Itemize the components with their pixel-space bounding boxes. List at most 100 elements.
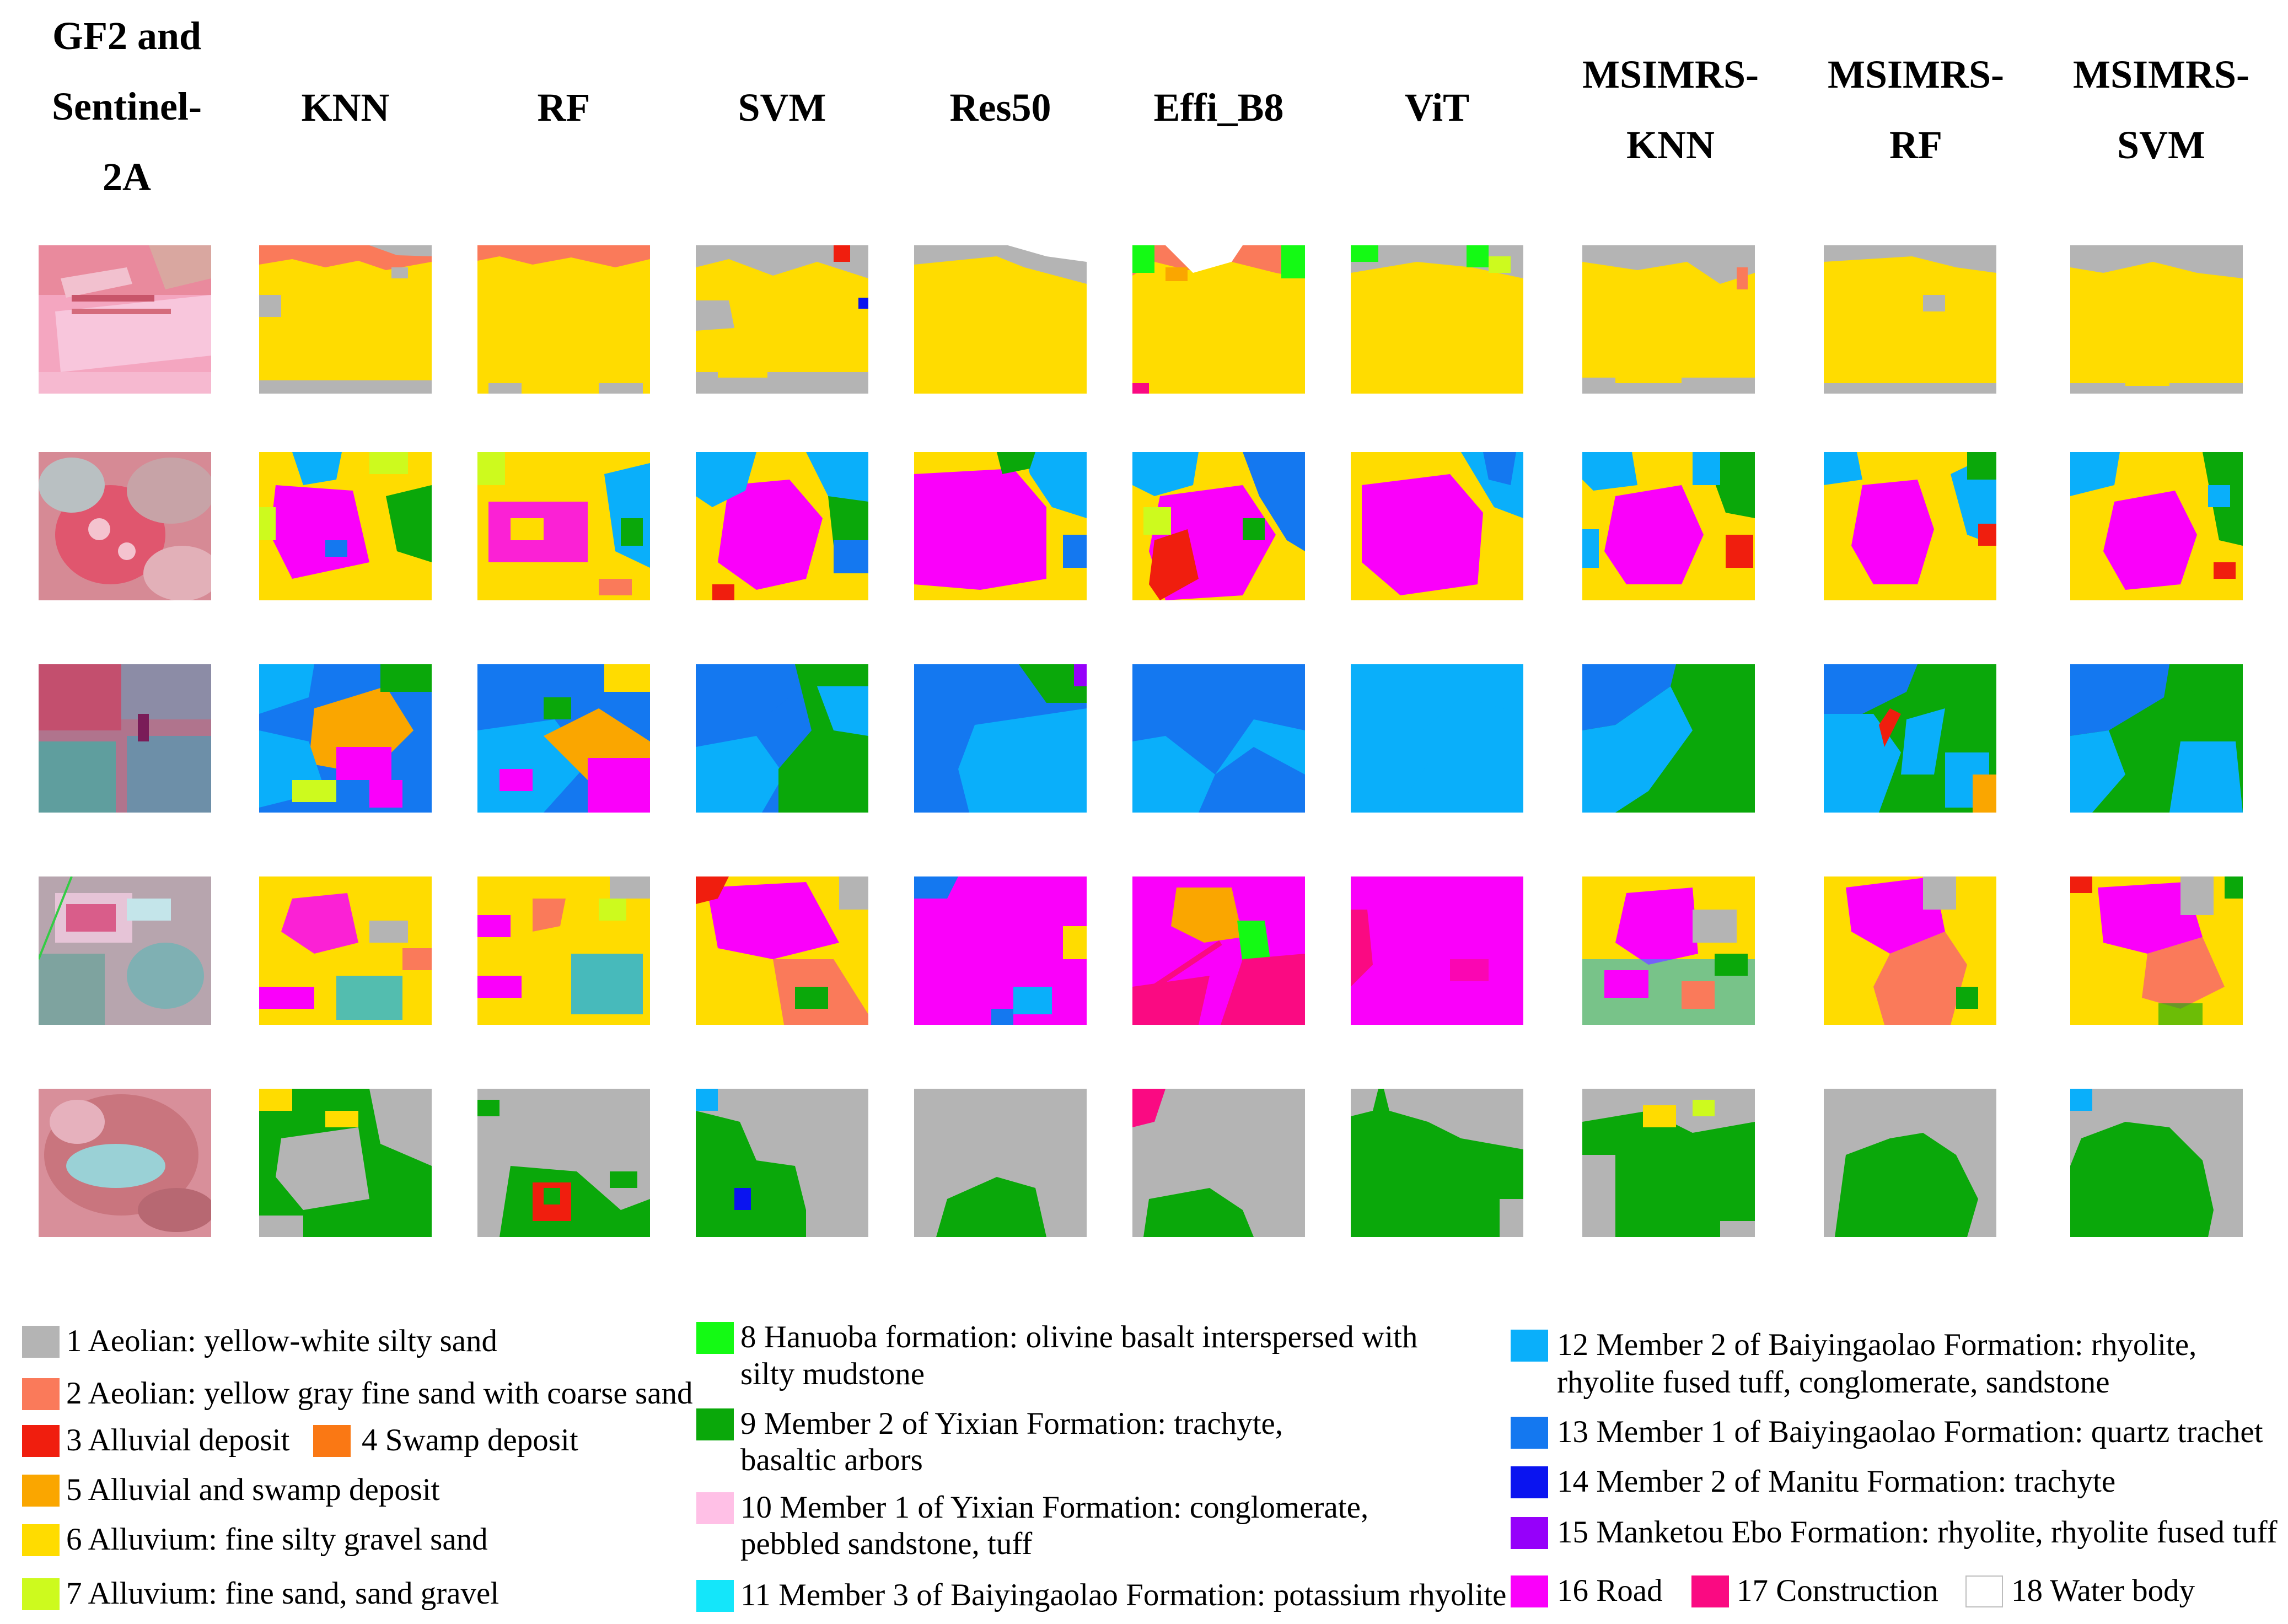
map-row3-vit <box>1351 664 1523 813</box>
legend-swatch-8 <box>696 1322 734 1354</box>
map-row1-msimrs-svm <box>2070 245 2243 394</box>
map-row5-msimrs-svm <box>2070 1089 2243 1237</box>
map-row5-effi <box>1132 1089 1305 1237</box>
map-row5-rf <box>477 1089 650 1237</box>
map-row1-vit <box>1351 245 1523 394</box>
map-row5-knn <box>259 1089 432 1237</box>
header-source-line3: 2A <box>103 155 151 199</box>
legend-swatch-10 <box>696 1492 734 1524</box>
legend-label-3: 3 Alluvial deposit <box>66 1423 290 1458</box>
legend-label-10b: pebbled sandstone, tuff <box>740 1526 1033 1561</box>
map-row4-svm <box>696 876 868 1025</box>
map-row2-rf <box>477 452 650 600</box>
legend-swatch-16 <box>1511 1575 1548 1607</box>
header-msimrs-knn-line1: MSIMRS- <box>1582 52 1759 96</box>
header-msimrs-rf: MSIMRS- RF <box>1806 50 2026 170</box>
map-row3-rf <box>477 664 650 813</box>
legend-swatch-7 <box>22 1578 60 1610</box>
header-res50: Res50 <box>949 85 1051 130</box>
legend-swatch-6 <box>22 1524 60 1556</box>
map-row1-rf <box>477 245 650 394</box>
map-row5-msimrs-rf <box>1824 1089 1996 1237</box>
map-row2-res50 <box>914 452 1087 600</box>
header-msimrs-svm-line1: MSIMRS- <box>2073 52 2249 96</box>
map-row4-rf <box>477 876 650 1025</box>
map-row2-knn <box>259 452 432 600</box>
header-msimrs-rf-line1: MSIMRS- <box>1828 52 2004 96</box>
map-row2-effi <box>1132 452 1305 600</box>
legend-swatch-3 <box>22 1425 60 1457</box>
legend-swatch-13 <box>1511 1417 1548 1449</box>
map-row4-effi <box>1132 876 1305 1025</box>
map-row3-msimrs-rf <box>1824 664 1996 813</box>
legend-label-6: 6 Alluvium: fine silty gravel sand <box>66 1522 488 1557</box>
map-row3-knn <box>259 664 432 813</box>
map-row4-msimrs-rf <box>1824 876 1996 1025</box>
legend-label-4: 4 Swamp deposit <box>362 1423 578 1458</box>
legend-label-8b: silty mudstone <box>740 1357 925 1391</box>
legend-swatch-4 <box>313 1425 351 1457</box>
map-row2-msimrs-knn <box>1582 452 1755 600</box>
map-row4-msimrs-knn <box>1582 876 1755 1025</box>
header-source-line2: Sentinel- <box>51 84 202 128</box>
header-vit: ViT <box>1404 85 1470 130</box>
legend-label-5: 5 Alluvial and swamp deposit <box>66 1472 440 1507</box>
header-msimrs-svm-line2: SVM <box>2117 123 2205 167</box>
map-row4-msimrs-svm <box>2070 876 2243 1025</box>
header-knn: KNN <box>301 85 390 130</box>
map-row4-vit <box>1351 876 1523 1025</box>
legend-swatch-12 <box>1511 1330 1548 1362</box>
legend-label-12b: rhyolite fused tuff, conglomerate, sands… <box>1557 1365 2110 1400</box>
header-rf: RF <box>537 85 590 130</box>
map-row5-svm <box>696 1089 868 1237</box>
header-effi: Effi_B8 <box>1153 85 1284 130</box>
map-row5-vit <box>1351 1089 1523 1237</box>
map-row1-msimrs-knn <box>1582 245 1755 394</box>
legend-label-2: 2 Aeolian: yellow gray fine sand with co… <box>66 1376 693 1411</box>
legend-label-9b: basaltic arbors <box>740 1443 923 1477</box>
legend-swatch-9 <box>696 1408 734 1440</box>
map-row1-effi <box>1132 245 1305 394</box>
image-row3-source <box>39 664 211 813</box>
image-row1-source <box>39 245 211 394</box>
legend-label-17: 17 Construction <box>1737 1573 1938 1608</box>
legend-swatch-17 <box>1691 1575 1729 1607</box>
legend-label-9a: 9 Member 2 of Yixian Formation: trachyte… <box>740 1406 1283 1441</box>
legend-label-11: 11 Member 3 of Baiyingaolao Formation: p… <box>740 1578 1507 1612</box>
legend-swatch-5 <box>22 1475 60 1507</box>
map-row3-res50 <box>914 664 1087 813</box>
legend-label-18: 18 Water body <box>2011 1573 2195 1608</box>
header-msimrs-rf-line2: RF <box>1889 123 1942 167</box>
header-msimrs-knn: MSIMRS- KNN <box>1560 50 1781 170</box>
map-row2-msimrs-rf <box>1824 452 1996 600</box>
image-row5-source <box>39 1089 211 1237</box>
legend-label-16: 16 Road <box>1557 1573 1663 1608</box>
map-row1-knn <box>259 245 432 394</box>
image-row4-source <box>39 876 211 1025</box>
legend-swatch-15 <box>1511 1517 1548 1549</box>
legend-swatch-14 <box>1511 1466 1548 1498</box>
map-row2-msimrs-svm <box>2070 452 2243 600</box>
legend-swatch-11 <box>696 1580 734 1612</box>
legend-label-13: 13 Member 1 of Baiyingaolao Formation: q… <box>1557 1415 2263 1449</box>
legend-label-10a: 10 Member 1 of Yixian Formation: conglom… <box>740 1490 1369 1525</box>
legend-label-12a: 12 Member 2 of Baiyingaolao Formation: r… <box>1557 1327 2197 1362</box>
map-row2-svm <box>696 452 868 600</box>
map-row3-svm <box>696 664 868 813</box>
map-row3-msimrs-knn <box>1582 664 1755 813</box>
header-svm: SVM <box>738 85 826 130</box>
map-row3-msimrs-svm <box>2070 664 2243 813</box>
legend-label-7: 7 Alluvium: fine sand, sand gravel <box>66 1576 500 1611</box>
map-row5-msimrs-knn <box>1582 1089 1755 1237</box>
legend-swatch-1 <box>22 1326 60 1358</box>
map-row1-msimrs-rf <box>1824 245 1996 394</box>
legend-label-15: 15 Manketou Ebo Formation: rhyolite, rhy… <box>1557 1515 2278 1550</box>
map-row1-svm <box>696 245 868 394</box>
legend-swatch-2 <box>22 1378 60 1410</box>
map-row5-res50 <box>914 1089 1087 1237</box>
legend-label-14: 14 Member 2 of Manitu Formation: trachyt… <box>1557 1464 2116 1499</box>
map-row1-res50 <box>914 245 1087 394</box>
header-source: GF2 and Sentinel- 2A <box>17 11 237 202</box>
legend-swatch-18 <box>1965 1575 2003 1607</box>
header-msimrs-knn-line2: KNN <box>1626 123 1715 167</box>
